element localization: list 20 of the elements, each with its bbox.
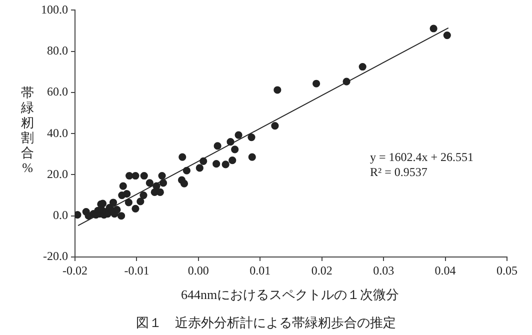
x-tick-label: 0.01 bbox=[250, 263, 271, 278]
caption: 図１ 近赤外分析計による帯緑籾歩合の推定 bbox=[135, 314, 397, 332]
y-tick-label: 20.0 bbox=[47, 166, 68, 181]
x-tick-label: 0.02 bbox=[311, 263, 332, 278]
x-tick-label: 0.00 bbox=[188, 263, 209, 278]
x-tick-label: 0.05 bbox=[496, 263, 518, 278]
y-tick-label: 0.0 bbox=[53, 208, 68, 222]
annotation: y = 1602.4x + 26.551 bbox=[370, 150, 474, 165]
y-tick-label: 100.0 bbox=[41, 2, 68, 16]
y-tick-label: 80.0 bbox=[47, 43, 68, 58]
y-tick-label: -20.0 bbox=[43, 249, 68, 264]
y-tick-label: 60.0 bbox=[47, 84, 68, 99]
y-axis-title: 帯緑籾割合% bbox=[20, 85, 35, 175]
annotation: R² = 0.9537 bbox=[370, 165, 428, 180]
x-tick-label: 0.03 bbox=[373, 263, 394, 278]
x-tick-label: -0.01 bbox=[124, 263, 150, 278]
x-axis-title: 644nmにおけるスペクトルの１次微分 bbox=[180, 286, 400, 304]
x-tick-label: 0.04 bbox=[434, 263, 456, 278]
y-tick-label: 40.0 bbox=[47, 126, 68, 140]
x-tick-label: -0.02 bbox=[62, 263, 88, 278]
